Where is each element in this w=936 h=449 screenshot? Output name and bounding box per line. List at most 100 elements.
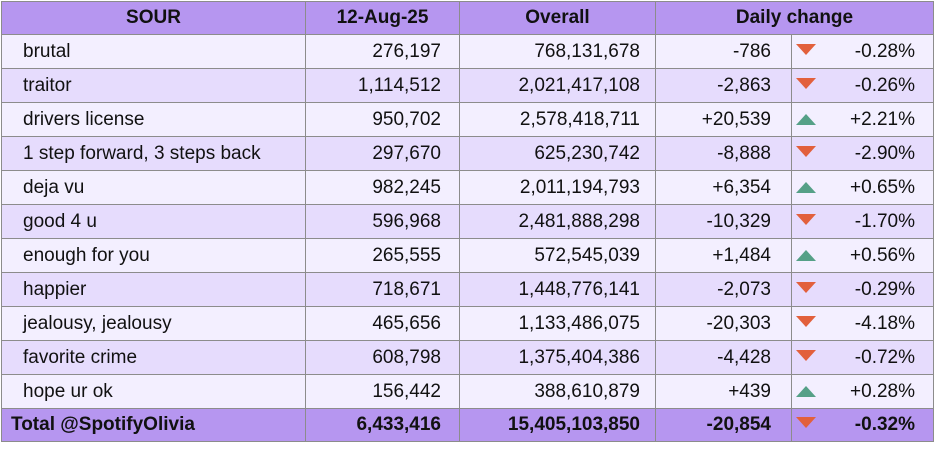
daily-streams-cell: 1,114,512: [305, 68, 460, 103]
triangle-down-icon: [796, 145, 816, 157]
overall-streams-cell: 625,230,742: [459, 136, 656, 171]
pct-change-value: -0.28%: [854, 40, 915, 62]
pct-change-value: -0.72%: [854, 346, 915, 368]
daily-change-cell: -8,888: [655, 136, 792, 171]
daily-streams-cell: 276,197: [305, 34, 460, 69]
daily-change-cell: -786: [655, 34, 792, 69]
triangle-up-icon: [796, 113, 816, 125]
table-row: 1 step forward, 3 steps back 297,670 625,2…: [1, 136, 934, 171]
triangle-up-icon: [796, 385, 816, 397]
daily-streams-cell: 718,671: [305, 272, 460, 307]
song-cell: jealousy, jealousy: [1, 306, 306, 341]
table-row: good 4 u 596,968 2,481,888,298 -10,329 -1.70…: [1, 204, 934, 239]
song-cell: drivers license: [1, 102, 306, 137]
song-cell: hope ur ok: [1, 374, 306, 409]
daily-change-cell: -2,073: [655, 272, 792, 307]
pct-change-value: -0.29%: [854, 278, 915, 300]
daily-change-cell: +439: [655, 374, 792, 409]
triangle-down-icon: [796, 281, 816, 293]
overall-streams-cell: 2,578,418,711: [459, 102, 656, 137]
triangle-down-icon: [796, 349, 816, 361]
daily-change-cell: -10,329: [655, 204, 792, 239]
total-label: Total @SpotifyOlivia: [1, 408, 306, 442]
album-header: SOUR: [1, 1, 306, 35]
pct-change-cell: -1.70%: [791, 204, 934, 239]
pct-change-value: +0.28%: [850, 380, 915, 402]
overall-streams-cell: 2,021,417,108: [459, 68, 656, 103]
total-pct-cell: -0.32%: [791, 408, 934, 442]
daily-change-cell: -4,428: [655, 340, 792, 375]
daily-streams-cell: 982,245: [305, 170, 460, 205]
overall-streams-cell: 1,448,776,141: [459, 272, 656, 307]
table-row: enough for you 265,555 572,545,039 +1,484 +0…: [1, 238, 934, 273]
song-cell: happier: [1, 272, 306, 307]
table-row: brutal 276,197 768,131,678 -786 -0.28%: [1, 34, 934, 69]
daily-streams-cell: 596,968: [305, 204, 460, 239]
triangle-down-icon: [796, 43, 816, 55]
overall-header: Overall: [459, 1, 656, 35]
pct-change-value: -2.90%: [854, 142, 915, 164]
table-row: favorite crime 608,798 1,375,404,386 -4,428…: [1, 340, 934, 375]
table-row: happier 718,671 1,448,776,141 -2,073 -0.29%: [1, 272, 934, 307]
pct-change-value: -4.18%: [854, 312, 915, 334]
table-header: SOUR 12-Aug-25 Overall Daily change: [1, 1, 934, 35]
table-footer: Total @SpotifyOlivia 6,433,416 15,405,10…: [1, 408, 934, 442]
daily-streams-cell: 950,702: [305, 102, 460, 137]
song-cell: brutal: [1, 34, 306, 69]
total-row: Total @SpotifyOlivia 6,433,416 15,405,10…: [1, 408, 934, 442]
daily-change-cell: +1,484: [655, 238, 792, 273]
daily-streams-cell: 156,442: [305, 374, 460, 409]
pct-change-cell: +0.28%: [791, 374, 934, 409]
pct-change-cell: -0.26%: [791, 68, 934, 103]
pct-change-cell: -0.29%: [791, 272, 934, 307]
triangle-down-icon: [796, 315, 816, 327]
pct-change-value: +0.65%: [850, 176, 915, 198]
pct-change-cell: +0.56%: [791, 238, 934, 273]
triangle-down-icon: [796, 213, 816, 225]
overall-streams-cell: 768,131,678: [459, 34, 656, 69]
triangle-down-icon: [796, 77, 816, 89]
song-cell: 1 step forward, 3 steps back: [1, 136, 306, 171]
song-cell: enough for you: [1, 238, 306, 273]
overall-streams-cell: 572,545,039: [459, 238, 656, 273]
song-cell: good 4 u: [1, 204, 306, 239]
song-cell: favorite crime: [1, 340, 306, 375]
overall-streams-cell: 2,011,194,793: [459, 170, 656, 205]
daily-change-cell: +6,354: [655, 170, 792, 205]
daily-streams-cell: 608,798: [305, 340, 460, 375]
overall-streams-cell: 1,133,486,075: [459, 306, 656, 341]
pct-change-value: -1.70%: [854, 210, 915, 232]
table-row: jealousy, jealousy 465,656 1,133,486,075 -2…: [1, 306, 934, 341]
total-daily: 6,433,416: [305, 408, 460, 442]
pct-change-cell: -0.28%: [791, 34, 934, 69]
total-pct: -0.32%: [854, 414, 915, 435]
table-row: traitor 1,114,512 2,021,417,108 -2,863 -0.26…: [1, 68, 934, 103]
total-change: -20,854: [655, 408, 792, 442]
date-header: 12-Aug-25: [305, 1, 460, 35]
pct-change-cell: -0.72%: [791, 340, 934, 375]
daily-streams-cell: 465,656: [305, 306, 460, 341]
pct-change-value: -0.26%: [854, 74, 915, 96]
daily-change-cell: -2,863: [655, 68, 792, 103]
streams-table: SOUR 12-Aug-25 Overall Daily change brut…: [1, 1, 934, 442]
table-body: brutal 276,197 768,131,678 -786 -0.28% traito…: [1, 34, 934, 409]
song-cell: deja vu: [1, 170, 306, 205]
pct-change-value: +2.21%: [850, 108, 915, 130]
total-overall: 15,405,103,850: [459, 408, 656, 442]
triangle-down-icon: [796, 417, 816, 428]
pct-change-cell: +2.21%: [791, 102, 934, 137]
triangle-up-icon: [796, 249, 816, 261]
table-row: deja vu 982,245 2,011,194,793 +6,354 +0.65%: [1, 170, 934, 205]
daily-streams-cell: 297,670: [305, 136, 460, 171]
pct-change-cell: +0.65%: [791, 170, 934, 205]
triangle-up-icon: [796, 181, 816, 193]
daily-streams-cell: 265,555: [305, 238, 460, 273]
song-cell: traitor: [1, 68, 306, 103]
pct-change-cell: -4.18%: [791, 306, 934, 341]
pct-change-value: +0.56%: [850, 244, 915, 266]
daily-change-header: Daily change: [655, 1, 934, 35]
daily-change-cell: +20,539: [655, 102, 792, 137]
pct-change-cell: -2.90%: [791, 136, 934, 171]
overall-streams-cell: 388,610,879: [459, 374, 656, 409]
table-row: hope ur ok 156,442 388,610,879 +439 +0.28%: [1, 374, 934, 409]
